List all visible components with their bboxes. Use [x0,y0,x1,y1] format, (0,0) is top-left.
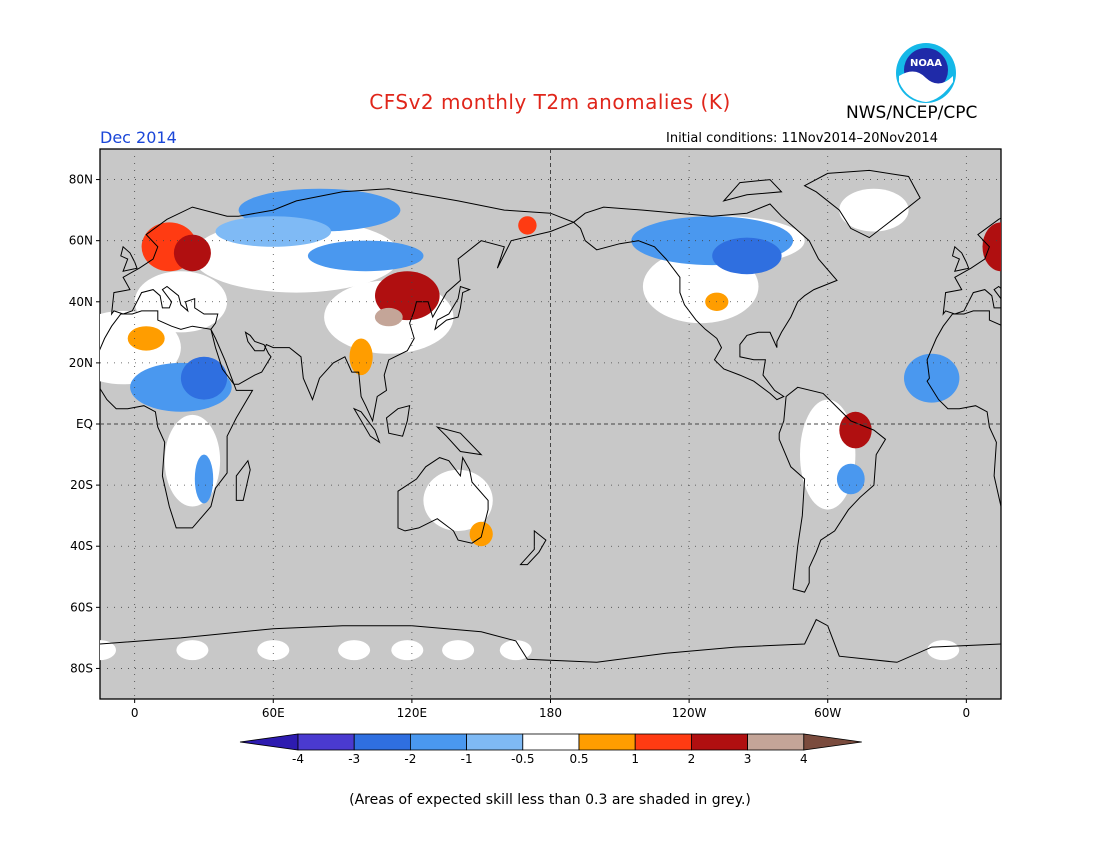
colorbar-tick-label: 3 [744,752,752,766]
colorbar-low-arrow [239,733,299,751]
anomaly-patch [499,640,532,661]
colorbar-high-arrow [803,733,862,751]
latitude-labels: 80N 60N 40N 20N EQ 20S 40S 60S 80S [69,173,100,675]
coastlines [0,169,1082,663]
anomaly-patch [180,356,228,400]
anomaly-patch [338,640,371,661]
logo-text: NOAA [910,58,942,69]
colorbar-segment [522,733,580,751]
latitude-label: 20S [70,478,93,492]
colorbar: -4 -3 -2 -1 -0.5 0.5 1 2 3 4 [239,733,862,766]
colorbar-tick-label: 2 [688,752,696,766]
anomaly-patch [442,640,475,661]
latitude-label: 40N [69,295,93,309]
latitude-label: 20N [69,356,93,370]
longitude-labels: 0 60E 120E 180 120W 60W 0 [131,699,970,720]
longitude-label: 120W [672,706,707,720]
coastline-path [1068,461,1082,501]
anomaly-patch [257,640,290,661]
colorbar-tick-label: 1 [631,752,639,766]
coastline-path [519,529,547,566]
coastline-path [397,456,489,544]
initial-conditions: Initial conditions: 11Nov2014–20Nov2014 [666,131,938,146]
colorbar-tick-label: -4 [292,752,304,766]
coastline-path [722,179,783,202]
coastline-path [0,204,5,400]
anomaly-patch [836,463,865,495]
coastline-path [803,169,921,239]
anomaly-patch [375,271,440,321]
colorbar-tick-label: -2 [404,752,416,766]
coastline-path [926,310,1001,509]
latitude-label: EQ [76,417,93,431]
longitude-label: 60W [814,706,841,720]
longitude-label: 0 [131,706,139,720]
latitude-label: 60S [70,600,93,614]
longitude-label: 180 [539,706,562,720]
anomaly-patch [134,271,228,333]
colorbar-segment [634,733,692,751]
anomaly-patch [100,640,116,661]
anomaly-patch [982,222,1001,272]
coastline-path [100,310,254,529]
noaa-logo: NOAA [896,43,956,103]
coastline-path [951,245,970,272]
anomaly-patch [349,338,373,376]
anomaly-patch [839,188,909,232]
colorbar-tick-label: 4 [800,752,808,766]
colorbar-tick-label: -0.5 [511,752,534,766]
coastline-path [235,459,251,501]
coastline-path [100,618,1001,663]
agency-label: NWS/NCEP/CPC [846,103,978,123]
colorbar-segment [466,733,524,751]
latitude-label: 80S [70,661,93,675]
coastline-path [352,407,381,444]
anomaly-patch [374,307,403,327]
colorbar-tick-label: 0.5 [569,752,588,766]
anomaly-patch [423,469,493,531]
graticule [100,149,1001,699]
longitude-label: 0 [963,706,971,720]
coastline-path [435,426,483,456]
anomaly-patch [712,237,782,275]
colorbar-segment [747,733,805,751]
anomaly-patch [164,414,221,507]
coastline-path [120,245,138,272]
coastline-path [0,387,54,592]
anomaly-patches [100,188,1001,661]
anomaly-patch [173,234,211,272]
longitude-label: 120E [397,706,428,720]
coastline-path [434,285,471,331]
colorbar-tick-label: -1 [461,752,473,766]
coastline-path [385,405,411,437]
forecast-month: Dec 2014 [100,128,177,147]
coastline-path [110,188,575,423]
latitude-label: 80N [69,173,93,187]
anomaly-patch [194,454,214,504]
longitude-label: 60E [262,706,285,720]
anomaly-patch [127,326,165,351]
anomaly-patch [307,240,424,272]
anomaly-patch [904,353,960,403]
colorbar-segment [578,733,636,751]
anomaly-patch [839,411,872,449]
anomaly-patch [215,216,332,247]
latitude-label: 60N [69,234,93,248]
anomaly-patch [469,521,493,547]
anomaly-patch [927,640,960,661]
coastline-path [572,203,838,401]
latitude-label: 40S [70,539,93,553]
colorbar-segment [409,733,467,751]
colorbar-tick-label: -3 [348,752,360,766]
skill-footnote: (Areas of expected skill less than 0.3 a… [349,792,751,808]
anomaly-patch [518,216,537,235]
colorbar-segment [353,733,411,751]
colorbar-segment [297,733,355,751]
anomaly-patch [391,640,424,661]
map-title: CFSv2 monthly T2m anomalies (K) [369,90,731,114]
colorbar-segment [691,733,749,751]
anomaly-patch [176,640,209,661]
